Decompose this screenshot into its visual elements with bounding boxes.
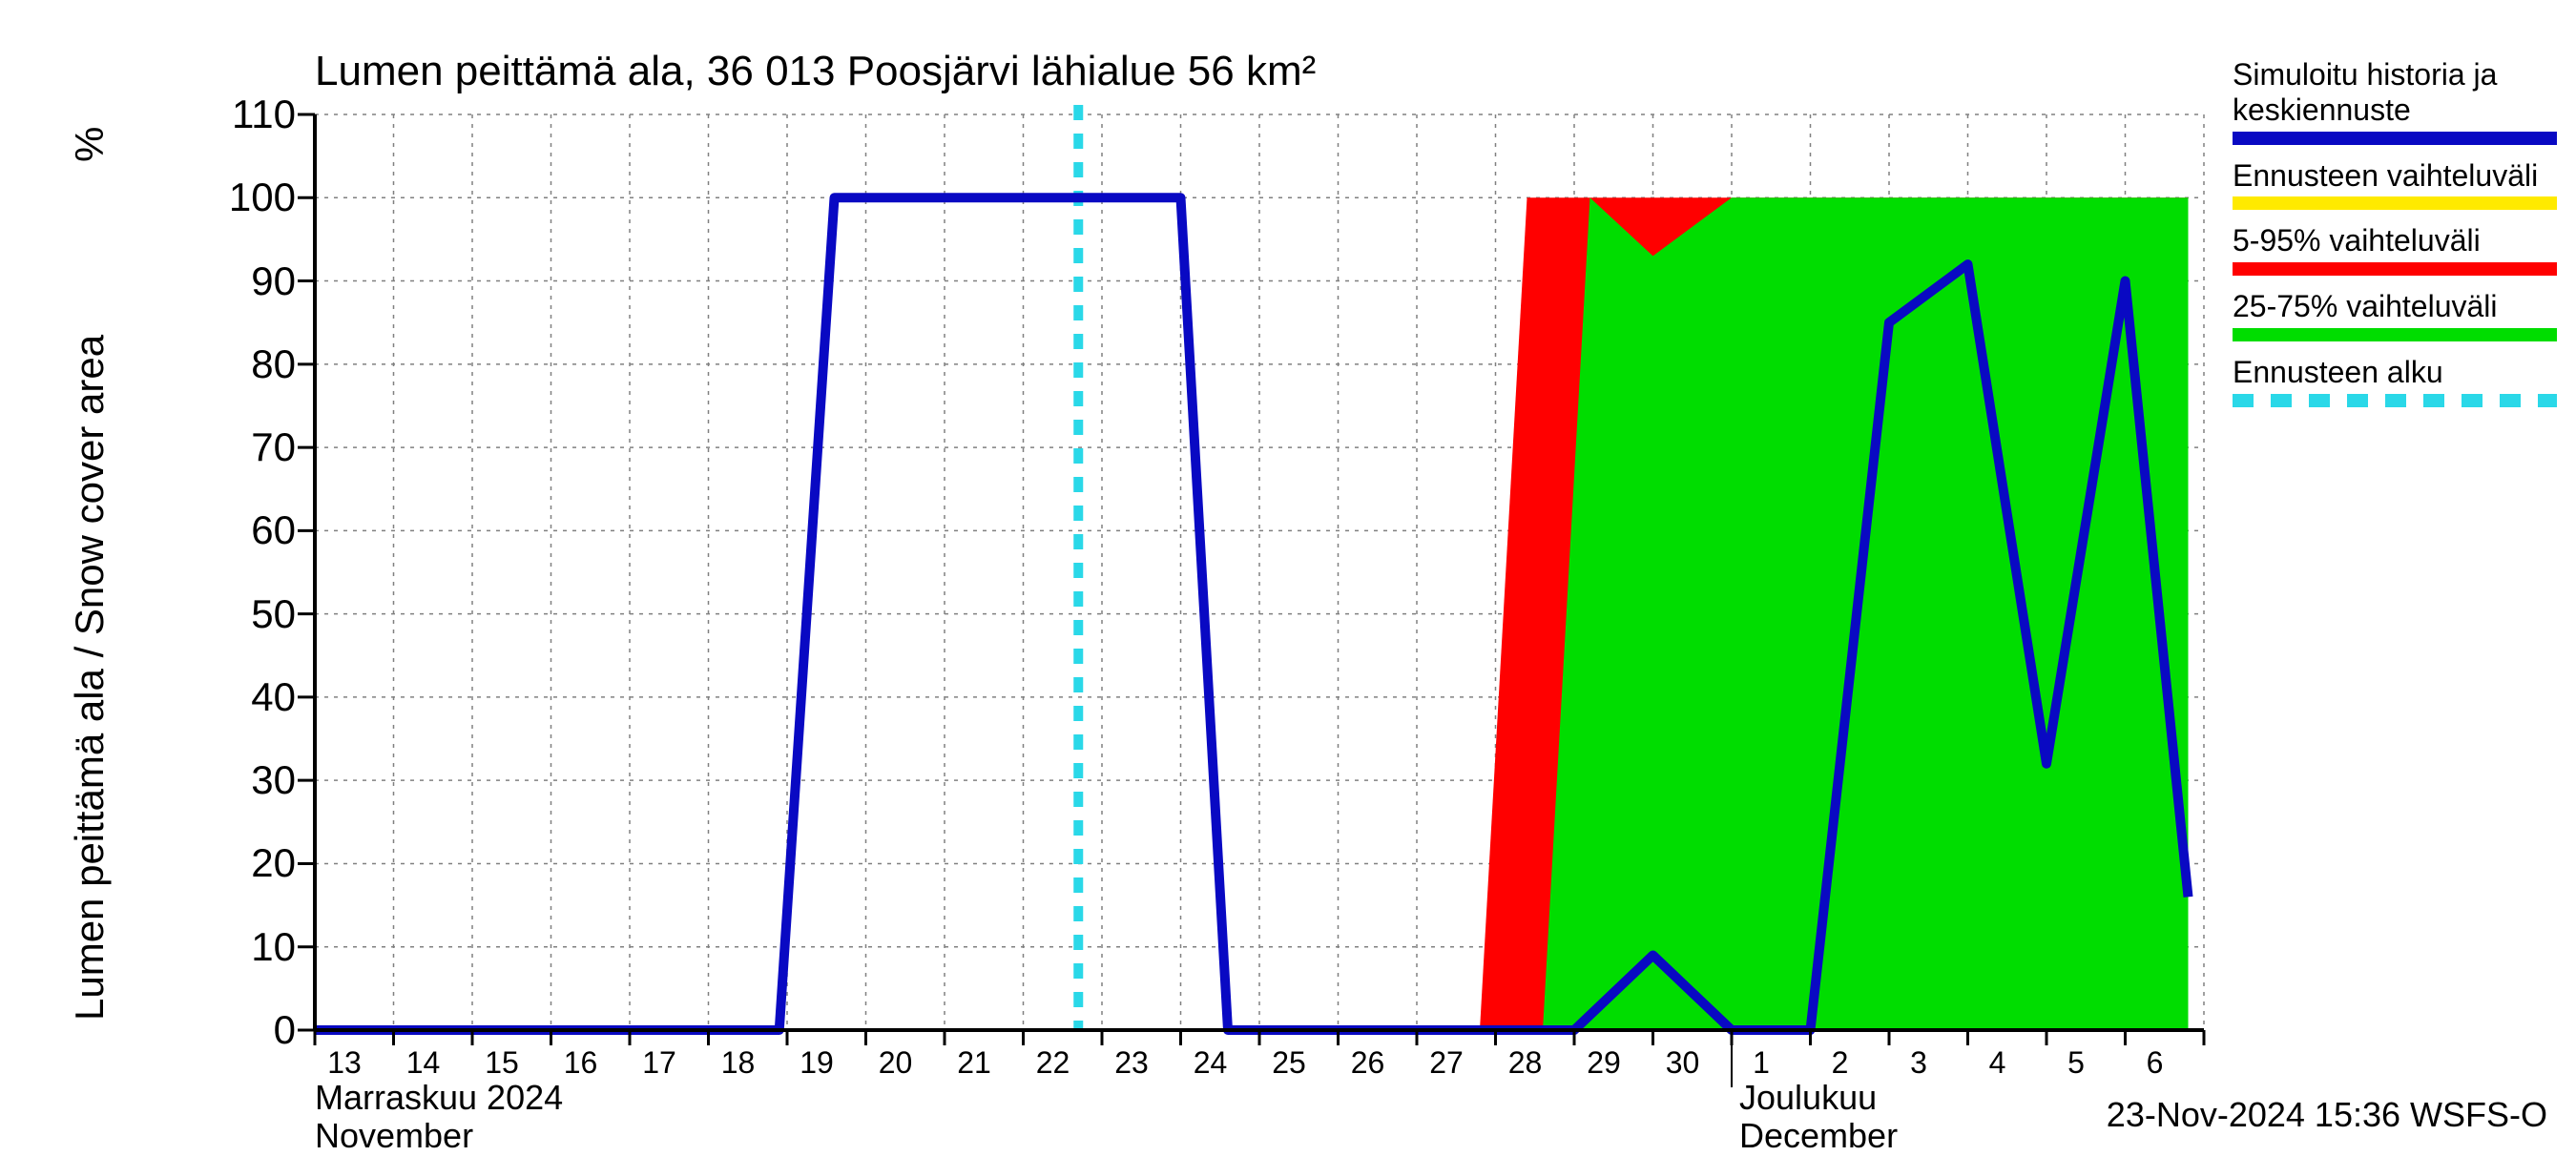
y-tick: 30	[172, 757, 296, 803]
x-tick: 13	[321, 1045, 368, 1081]
legend-swatch	[2233, 328, 2557, 341]
y-tick: 10	[172, 924, 296, 970]
x-tick: 4	[1974, 1045, 2022, 1081]
chart-container: Lumen peittämä ala, 36 013 Poosjärvi läh…	[0, 0, 2576, 1145]
x-tick: 1	[1737, 1045, 1785, 1081]
y-tick: 100	[172, 175, 296, 220]
x-tick: 27	[1423, 1045, 1470, 1081]
y-tick: 70	[172, 424, 296, 470]
x-tick: 26	[1344, 1045, 1392, 1081]
x-tick: 25	[1265, 1045, 1313, 1081]
x-tick: 28	[1502, 1045, 1549, 1081]
legend-text: Simuloitu historia ja	[2233, 57, 2557, 93]
x-tick: 18	[715, 1045, 762, 1081]
x-tick: 2	[1817, 1045, 1864, 1081]
x-tick: 21	[950, 1045, 998, 1081]
month2-line1: Joulukuu	[1739, 1078, 1877, 1118]
x-tick: 24	[1187, 1045, 1235, 1081]
x-tick: 29	[1580, 1045, 1628, 1081]
x-tick: 14	[400, 1045, 447, 1081]
x-tick: 3	[1895, 1045, 1942, 1081]
legend-text: keskiennuste	[2233, 93, 2557, 128]
x-tick: 20	[872, 1045, 920, 1081]
legend-item: 25-75% vaihteluväli	[2233, 289, 2557, 341]
x-tick: 23	[1108, 1045, 1155, 1081]
legend-item: 5-95% vaihteluväli	[2233, 223, 2557, 276]
legend: Simuloitu historia jakeskiennuste Ennuste…	[2233, 57, 2557, 421]
legend-text: Ennusteen alku	[2233, 355, 2557, 390]
x-tick: 6	[2131, 1045, 2179, 1081]
y-tick: 0	[172, 1007, 296, 1053]
legend-swatch	[2233, 196, 2557, 210]
x-tick: 19	[793, 1045, 841, 1081]
x-tick: 22	[1029, 1045, 1077, 1081]
legend-swatch	[2233, 132, 2557, 145]
y-tick: 20	[172, 840, 296, 886]
x-tick: 30	[1659, 1045, 1707, 1081]
month1-line1: Marraskuu 2024	[315, 1078, 563, 1118]
y-tick: 110	[172, 92, 296, 137]
legend-text: Ennusteen vaihteluväli	[2233, 158, 2557, 194]
y-tick: 50	[172, 591, 296, 637]
legend-item: Ennusteen alku	[2233, 355, 2557, 407]
x-tick: 17	[635, 1045, 683, 1081]
legend-item: Simuloitu historia jakeskiennuste	[2233, 57, 2557, 145]
month2-line2: December	[1739, 1116, 1898, 1156]
legend-swatch	[2233, 394, 2557, 407]
y-tick: 90	[172, 258, 296, 304]
x-tick: 5	[2052, 1045, 2100, 1081]
x-tick: 15	[478, 1045, 526, 1081]
legend-item: Ennusteen vaihteluväli	[2233, 158, 2557, 211]
footer-timestamp: 23-Nov-2024 15:36 WSFS-O	[2107, 1095, 2547, 1135]
legend-text: 5-95% vaihteluväli	[2233, 223, 2557, 258]
y-tick: 80	[172, 341, 296, 387]
y-tick: 60	[172, 507, 296, 553]
x-tick: 16	[557, 1045, 605, 1081]
legend-text: 25-75% vaihteluväli	[2233, 289, 2557, 324]
legend-swatch	[2233, 262, 2557, 276]
chart-svg	[0, 0, 2576, 1145]
month1-line2: November	[315, 1116, 473, 1156]
y-tick: 40	[172, 674, 296, 720]
